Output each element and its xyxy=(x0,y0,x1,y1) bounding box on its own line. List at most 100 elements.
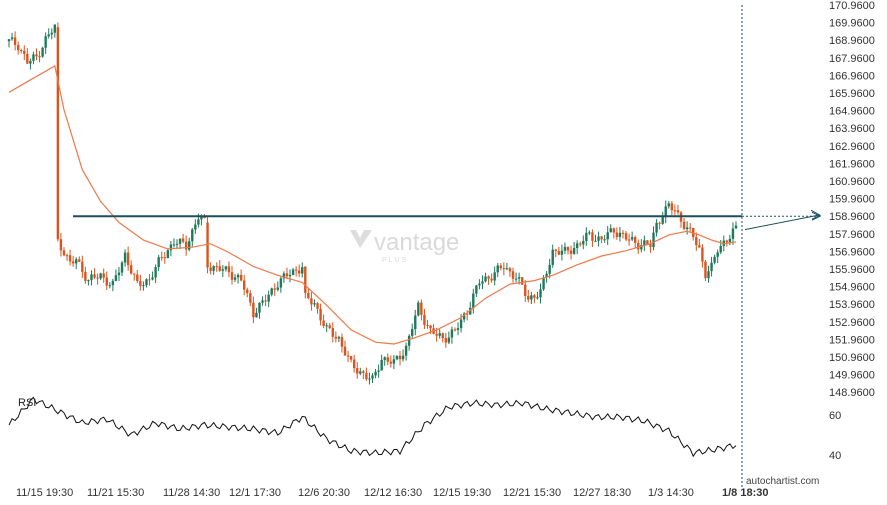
price-tick-label: 162.9600 xyxy=(829,141,875,153)
candle-body xyxy=(108,285,112,287)
candle-body xyxy=(249,293,252,303)
candle-body xyxy=(481,281,484,284)
candle-body xyxy=(447,337,451,343)
candle-body xyxy=(658,222,661,224)
candle-body xyxy=(719,245,722,253)
candle-body xyxy=(126,252,130,266)
candle-body xyxy=(38,56,41,58)
candle-body xyxy=(725,240,729,243)
candle-body xyxy=(505,268,509,270)
candle-body xyxy=(261,300,264,303)
candle-body xyxy=(285,273,289,277)
candle-body xyxy=(44,36,47,48)
candle-body xyxy=(621,232,625,234)
rsi-tick-label: 60 xyxy=(829,410,841,422)
candle-body xyxy=(417,302,420,316)
candle-body xyxy=(297,270,301,274)
projection-arrow-head-icon xyxy=(811,211,822,221)
candle-body xyxy=(652,232,655,247)
candle-body xyxy=(160,257,163,259)
candle-body xyxy=(688,227,692,229)
candle-body xyxy=(563,246,567,251)
candle-body xyxy=(313,303,316,305)
candle-body xyxy=(603,239,606,241)
candle-body xyxy=(618,232,622,237)
candle-body xyxy=(142,285,145,287)
candle-body xyxy=(707,271,710,279)
time-tick-label: 11/28 14:30 xyxy=(163,487,220,499)
candle-body xyxy=(569,250,573,254)
candle-body xyxy=(184,241,188,250)
candle-body xyxy=(606,232,609,240)
candle-body xyxy=(50,32,53,35)
candle-body xyxy=(588,232,591,234)
candle-body xyxy=(117,272,121,276)
candle-body xyxy=(566,246,570,251)
rsi-line xyxy=(8,396,737,458)
candle-body xyxy=(279,278,283,288)
candle-body xyxy=(539,289,542,298)
price-tick-label: 159.9600 xyxy=(829,194,875,206)
candle-body xyxy=(197,219,200,225)
rsi-tick-label: 40 xyxy=(829,450,841,462)
candle-body xyxy=(246,289,249,294)
candle-body xyxy=(414,315,417,330)
candle-body xyxy=(624,233,628,240)
candle-body xyxy=(102,273,105,278)
candle-body xyxy=(713,256,716,263)
candle-body xyxy=(276,287,280,290)
candle-body xyxy=(664,206,667,218)
candle-body xyxy=(233,277,237,280)
candle-body xyxy=(386,357,389,362)
candle-body xyxy=(90,274,93,281)
candle-body xyxy=(502,268,506,270)
candle-body xyxy=(203,216,206,219)
candle-body xyxy=(7,39,11,42)
candle-body xyxy=(227,266,231,273)
candle-body xyxy=(139,281,142,286)
candle-body xyxy=(643,240,646,246)
candle-body xyxy=(163,257,166,259)
candle-body xyxy=(673,210,677,212)
candle-body xyxy=(194,224,197,230)
candle-body xyxy=(392,359,396,364)
candle-body xyxy=(239,274,243,281)
candle-body xyxy=(178,238,182,244)
candle-body xyxy=(282,273,286,279)
price-tick-label: 168.9600 xyxy=(829,35,875,47)
candle-body xyxy=(453,329,457,331)
candle-body xyxy=(166,250,170,259)
candle-body xyxy=(307,292,310,299)
candle-body xyxy=(667,203,670,207)
candle-body xyxy=(304,266,307,293)
candle-body xyxy=(328,325,331,329)
time-tick-label: 12/21 15:30 xyxy=(503,487,561,499)
candle-body xyxy=(637,242,640,250)
candle-body xyxy=(41,47,44,57)
candle-body xyxy=(716,252,719,257)
candle-body xyxy=(200,216,203,220)
candle-body xyxy=(456,328,460,330)
candle-body xyxy=(472,293,475,308)
candle-body xyxy=(490,278,493,281)
candle-body xyxy=(148,279,151,281)
candle-body xyxy=(105,277,108,286)
candle-body xyxy=(499,265,502,269)
candle-body xyxy=(288,274,292,277)
price-tick-label: 158.9600 xyxy=(829,211,875,223)
candle-body xyxy=(554,249,557,251)
candle-body xyxy=(331,328,334,337)
candle-body xyxy=(129,265,133,274)
candle-body xyxy=(377,370,380,372)
candle-body xyxy=(68,255,72,262)
candle-body xyxy=(62,250,66,256)
candle-body xyxy=(496,265,499,273)
rsi-label: RSI xyxy=(18,397,36,409)
candle-body xyxy=(32,54,35,61)
candle-body xyxy=(398,355,402,360)
candle-body xyxy=(695,237,698,246)
candle-body xyxy=(20,50,23,52)
candle-body xyxy=(310,298,313,305)
candle-body xyxy=(157,257,160,268)
candle-body xyxy=(401,355,405,360)
